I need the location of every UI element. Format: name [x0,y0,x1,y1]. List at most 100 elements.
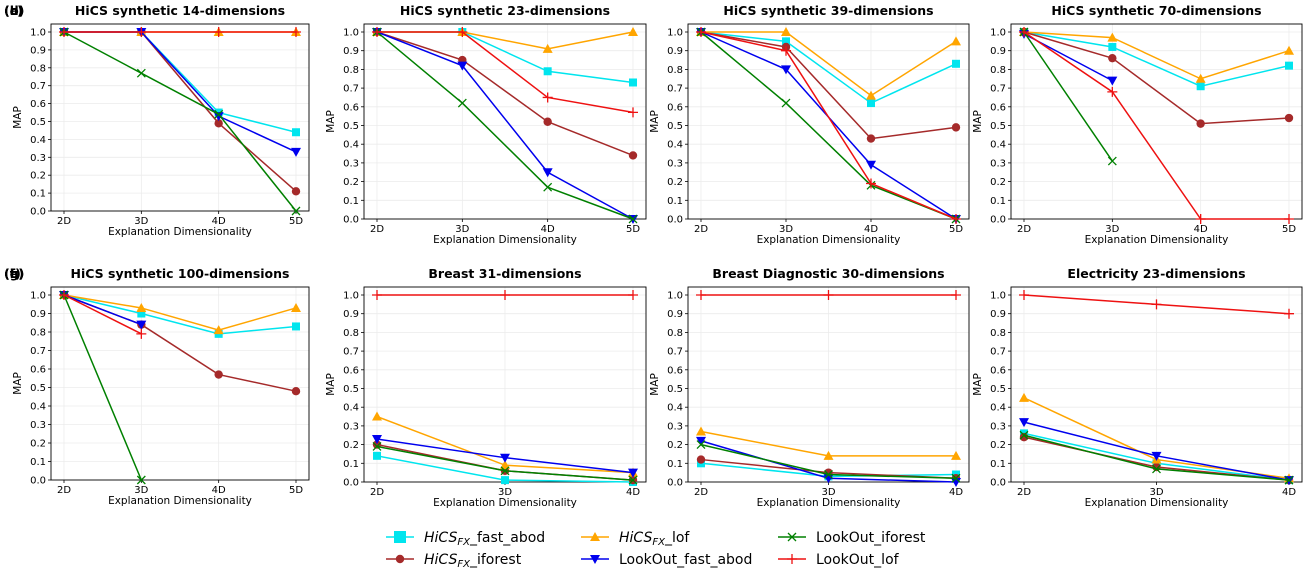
data-point [214,119,223,128]
legend-entry-lookout-lof: LookOut_lof [778,552,900,568]
series-hics-fx-iforest [1019,27,1294,128]
data-point [291,387,301,396]
y-tick-label: 0.6 [30,99,46,110]
y-tick-label: 0.2 [667,177,683,188]
x-axis-label: Explanation Dimensionality [1085,497,1229,509]
data-point [866,160,876,170]
y-tick-label: 0.4 [30,402,46,413]
y-axis-label: MAP [325,110,337,133]
panel-title: HiCS synthetic 14-dimensions [75,3,285,18]
data-point [213,112,224,122]
data-point [867,99,875,108]
plot-frame [50,23,310,212]
x-axis-label: Explanation Dimensionality [108,226,252,238]
panel-title: HiCS synthetic 23-dimensions [400,3,610,18]
x-tick-label: 2D [57,216,71,227]
data-point [1107,86,1118,97]
series-lookout-fast-abod [372,28,638,224]
data-point [1151,451,1162,461]
y-tick-label: 0.2 [990,177,1006,188]
y-tick-label: 0.8 [667,65,683,76]
data-point [291,187,301,196]
legend: HiCSFX_fast_abod HiCSFX_iforest HiCSFX_lof… [386,530,926,570]
panel-b: 0.0 0.1 0.2 0.3 0.4 0.5 0.6 0.7 0.8 0.9 1.0 2D 3D 4D 5… [4,3,647,246]
x-tick-label: 4D [212,485,226,496]
data-point [628,107,638,118]
data-point [1019,27,1029,37]
y-tick-label: 0.2 [343,440,359,451]
data-point [543,117,552,126]
series-line [1023,31,1290,125]
y-tick-label: 0.9 [30,309,46,320]
y-tick-label: 0.5 [343,384,359,395]
data-point [696,440,706,450]
data-point [1284,113,1294,123]
data-point [136,320,147,330]
y-axis-label: MAP [972,373,984,396]
data-point [1108,42,1117,51]
x-tick-label: 3D [134,485,148,496]
data-point [951,290,961,300]
series-lookout-lof [372,290,638,300]
y-tick-label: 0.0 [343,215,359,226]
data-point [951,450,961,460]
data-point [136,475,146,485]
y-tick-label: 0.8 [667,328,683,339]
y-tick-label: 0.5 [30,383,46,394]
y-tick-label: 0.5 [667,121,683,132]
data-point [500,290,510,300]
data-point [292,128,300,137]
data-point [542,168,553,178]
data-point [782,37,790,46]
y-tick-label: 0.6 [990,102,1006,113]
data-point [1284,308,1294,319]
y-tick-label: 0.1 [990,459,1006,470]
legend-entry-lookout-iforest: LookOut_iforest [778,530,926,546]
data-point [291,302,301,312]
data-point [823,450,834,460]
series-lookout-lof [1019,290,1294,319]
x-tick-label: 4D [626,487,640,498]
y-tick-label: 1.0 [667,291,683,302]
x-tick-label: 4D [1194,224,1208,235]
y-tick-label: 0.3 [667,158,683,169]
x-axis-label: Explanation Dimensionality [757,497,901,509]
y-tick-label: 0.8 [343,328,359,339]
series-line [377,31,634,114]
panel-f: 0.00.10.20.30.40.50.60.70.80.91.02D 3D 4DE… [4,266,647,509]
y-tick-label: 0.6 [343,102,359,113]
legend-marker [787,532,797,542]
x-tick-label: 2D [694,224,708,235]
legend-marker [395,554,405,564]
panel-title: HiCS synthetic 39-dimensions [723,3,933,18]
y-tick-label: 0.6 [990,365,1006,376]
y-tick-label: 0.3 [990,158,1006,169]
data-point [372,290,382,300]
panel-a: 0.0 0.1 0.2 0.3 0.4 0.5 0.6 0.7 0.8 0.9 1.0 2D 3D 4D 5… [4,3,310,238]
series-lookout-fast-abod [372,434,638,478]
x-tick-label: 2D [694,487,708,498]
series-hics-fx-fast-abod [60,28,300,137]
series-line [1023,31,1290,80]
data-point [628,468,638,478]
y-tick-label: 0.1 [30,457,46,468]
data-point [823,290,834,300]
y-tick-label: 0.5 [990,384,1006,395]
x-axis-label: Explanation Dimensionality [433,497,577,509]
panel-letter: (a) [4,3,24,18]
x-tick-label: 3D [134,216,148,227]
series-lookout-lof [59,27,301,37]
series-lookout-fast-abod [59,28,301,157]
data-point [372,411,382,421]
legend-marker [590,555,600,564]
data-point [696,290,706,300]
y-tick-label: 0.1 [30,189,46,200]
y-tick-label: 0.3 [667,421,683,432]
legend-label: LookOut_lof [816,552,900,568]
y-tick-label: 0.2 [667,440,683,451]
y-tick-label: 0.3 [343,158,359,169]
data-point [1152,464,1161,474]
y-tick-label: 0.2 [30,439,46,450]
y-tick-label: 0.1 [343,196,359,207]
series-line [64,31,297,133]
